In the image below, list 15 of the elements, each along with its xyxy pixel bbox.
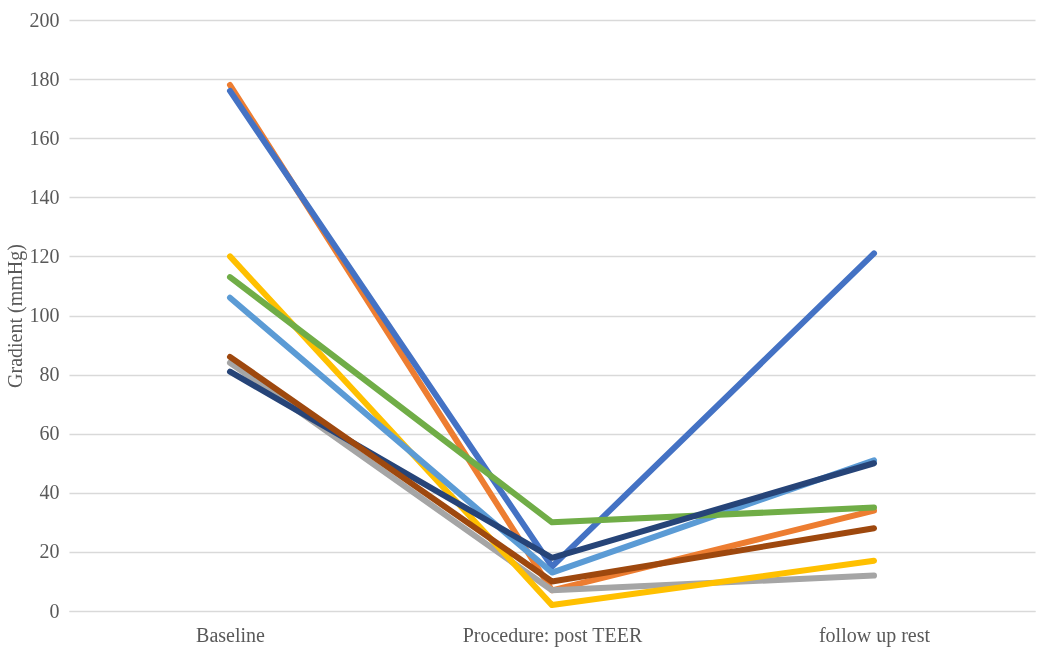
y-tick-label: 120 <box>29 244 60 267</box>
y-axis-title: Gradient (mmHg) <box>3 244 27 388</box>
y-tick-label: 160 <box>29 126 60 149</box>
y-tick-label: 0 <box>49 599 60 622</box>
y-tick-label: 180 <box>29 67 60 90</box>
x-tick-label: Procedure: post TEER <box>462 623 643 647</box>
y-tick-label: 80 <box>39 363 60 386</box>
y-tick-label: 60 <box>39 422 60 445</box>
x-tick-label: follow up rest <box>818 623 931 647</box>
y-tick-label: 140 <box>29 185 60 208</box>
y-tick-label: 20 <box>39 540 60 563</box>
y-tick-label: 200 <box>29 8 60 31</box>
y-tick-label: 40 <box>39 481 60 504</box>
x-tick-label: Baseline <box>196 623 266 646</box>
y-tick-label: 100 <box>29 304 60 326</box>
